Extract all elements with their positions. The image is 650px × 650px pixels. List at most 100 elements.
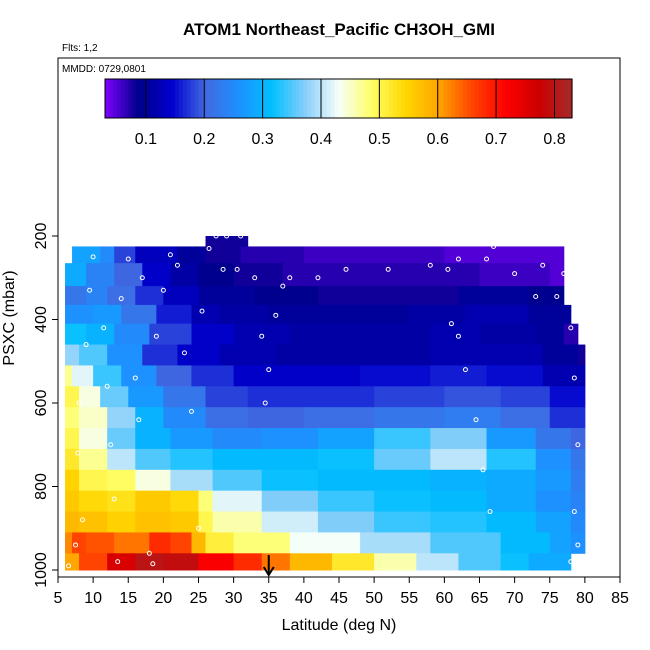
heatmap-cell <box>486 469 537 492</box>
heatmap-cell <box>212 469 263 492</box>
heatmap-cell <box>198 490 214 513</box>
heatmap-cell <box>163 286 199 306</box>
y-tick-label: 200 <box>33 223 50 250</box>
heatmap-cell <box>79 344 108 366</box>
heatmap-cell <box>107 286 136 306</box>
colorbar-swatch <box>420 79 425 118</box>
heatmap-cell <box>72 365 94 387</box>
flight-point <box>167 252 173 258</box>
heatmap-cell <box>528 286 565 306</box>
heatmap-cell <box>247 407 305 429</box>
heatmap-cell <box>107 553 136 571</box>
heatmap-cell <box>114 263 143 287</box>
heatmap-cell <box>563 323 579 346</box>
flight-point <box>66 563 72 569</box>
heatmap-cell <box>486 511 537 533</box>
colorbar-swatch <box>186 79 192 118</box>
heatmap-cell <box>374 490 431 513</box>
flight-point <box>343 266 349 272</box>
colorbar-tick-label: 0.8 <box>543 131 565 148</box>
colorbar-swatch <box>373 79 379 118</box>
x-tick-label: 25 <box>190 590 208 607</box>
flight-point <box>480 467 486 473</box>
flight-point <box>224 233 230 239</box>
heatmap-cell <box>486 365 544 387</box>
heatmap-cell <box>430 490 488 513</box>
colorbar-swatch <box>381 79 386 118</box>
heatmap-cell <box>430 428 488 450</box>
heatmap-cell <box>317 511 375 533</box>
heatmap-cell <box>156 365 192 387</box>
heatmap-cell <box>65 490 80 513</box>
flight-point <box>139 275 145 281</box>
heatmap-cell <box>289 553 333 571</box>
heatmap-cell <box>205 236 249 247</box>
heatmap-cell <box>374 448 431 471</box>
flight-point <box>234 266 240 272</box>
heatmap-cell <box>346 344 431 366</box>
heatmap-cell <box>444 407 502 429</box>
heatmap-cell <box>486 428 537 450</box>
colorbar-swatch <box>217 79 223 118</box>
x-tick-label: 50 <box>365 590 383 607</box>
flight-point <box>118 296 124 302</box>
x-tick-label: 20 <box>154 590 172 607</box>
heatmap-cell <box>261 490 319 513</box>
heatmap-cell <box>535 428 572 450</box>
y-tick-label: 1000 <box>33 552 50 588</box>
y-tick-label: 600 <box>33 390 50 417</box>
heatmap-cell <box>339 304 410 325</box>
flight-point <box>108 442 114 448</box>
heatmap-cell <box>535 469 572 492</box>
flight-point <box>213 233 219 239</box>
colorbar-swatch <box>132 79 137 118</box>
heatmap-cell <box>233 365 291 387</box>
heatmap-cell <box>72 532 87 554</box>
colorbar-swatch <box>105 79 110 118</box>
heatmap-cell <box>93 304 122 325</box>
colorbar-swatch <box>509 79 515 118</box>
heatmap-cell <box>170 428 214 450</box>
heatmap-cell <box>135 553 164 571</box>
colorbar-swatch <box>501 79 507 118</box>
flight-point <box>160 287 166 293</box>
colorbar-swatch <box>311 79 316 118</box>
flight-track-points <box>66 233 581 569</box>
colorbar-swatch <box>213 79 219 118</box>
heatmap-cell <box>542 344 579 366</box>
heatmap-cell <box>107 469 136 492</box>
heatmap-cell <box>261 428 319 450</box>
heatmap-cell <box>135 246 178 264</box>
heatmap-cell <box>191 304 221 325</box>
colorbar-swatch <box>533 79 538 118</box>
heatmap-cell <box>107 428 136 450</box>
x-tick-label: 60 <box>435 590 453 607</box>
heatmap-cell <box>360 323 431 346</box>
heatmap-cell <box>100 246 115 264</box>
colorbar-swatch <box>556 79 561 118</box>
heatmap-cell <box>72 246 101 264</box>
colorbar-swatch <box>486 79 491 118</box>
flight-point <box>238 233 244 239</box>
flight-point <box>462 367 468 373</box>
heatmap-cell <box>65 553 80 571</box>
colorbar-swatch <box>237 79 242 118</box>
colorbar-swatch <box>155 79 161 118</box>
heatmap-cell <box>458 286 530 306</box>
x-axis-label: Latitude (deg N) <box>282 617 397 634</box>
colorbar-tick-label: 0.2 <box>193 131 215 148</box>
heatmap-cell <box>212 511 263 533</box>
heatmap-cell <box>430 448 488 471</box>
heatmap-cells <box>65 236 586 571</box>
heatmap-cell <box>205 532 235 554</box>
heatmap-cell <box>107 407 136 429</box>
flight-point <box>491 243 497 249</box>
heatmap-cell <box>282 263 340 287</box>
heatmap-cell <box>360 365 431 387</box>
heatmap-cell <box>65 263 87 287</box>
heatmap-cell <box>86 323 115 346</box>
heatmap-cell <box>107 511 136 533</box>
heatmap-cell <box>170 511 199 533</box>
heatmap-cell <box>500 386 551 408</box>
